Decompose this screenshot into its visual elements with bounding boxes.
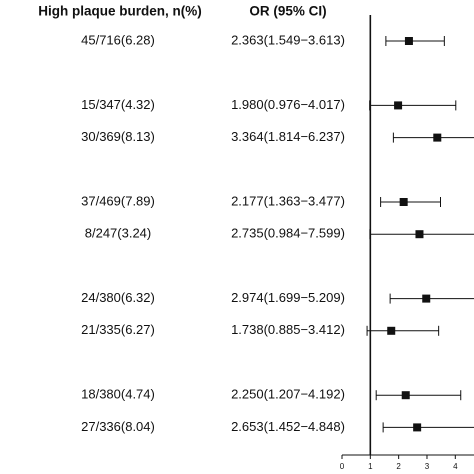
n-label: 45/716(6.28) xyxy=(81,32,155,47)
x-tick-label: 3 xyxy=(425,462,430,471)
point-estimate xyxy=(394,101,403,110)
n-label: 37/469(7.89) xyxy=(81,193,155,208)
or-label: 1.738(0.885−3.412) xyxy=(231,322,345,337)
or-label: 2.250(1.207−4.192) xyxy=(231,387,345,402)
x-tick-label: 4 xyxy=(453,462,458,471)
or-label: 2.974(1.699−5.209) xyxy=(231,290,345,305)
column-header: OR (95% CI) xyxy=(249,4,326,19)
n-label: 8/247(3.24) xyxy=(85,226,152,241)
point-estimate xyxy=(422,294,431,303)
x-tick-label: 2 xyxy=(396,462,401,471)
n-label: 15/347(4.32) xyxy=(81,97,155,112)
point-estimate xyxy=(415,230,424,239)
n-label: 30/369(8.13) xyxy=(81,129,155,144)
n-label: 24/380(6.32) xyxy=(81,290,155,305)
or-label: 3.364(1.814−6.237) xyxy=(231,129,345,144)
point-estimate xyxy=(387,326,396,335)
point-estimate xyxy=(433,133,442,142)
point-estimate xyxy=(399,198,408,206)
point-estimate xyxy=(413,423,422,432)
or-label: 1.980(0.976−4.017) xyxy=(231,97,345,112)
n-label: 18/380(4.74) xyxy=(81,387,155,402)
x-tick-label: 0 xyxy=(340,462,345,471)
or-label: 2.735(0.984−7.599) xyxy=(231,226,345,241)
or-label: 2.653(1.452−4.848) xyxy=(231,419,345,434)
column-header: High plaque burden, n(%) xyxy=(38,4,202,19)
point-estimate xyxy=(401,391,410,400)
or-label: 2.363(1.549−3.613) xyxy=(231,32,345,47)
n-label: 27/336(8.04) xyxy=(81,419,155,434)
point-estimate xyxy=(404,37,413,45)
or-label: 2.177(1.363−3.477) xyxy=(231,193,345,208)
n-label: 21/335(6.27) xyxy=(81,322,155,337)
x-tick-label: 1 xyxy=(368,462,373,471)
